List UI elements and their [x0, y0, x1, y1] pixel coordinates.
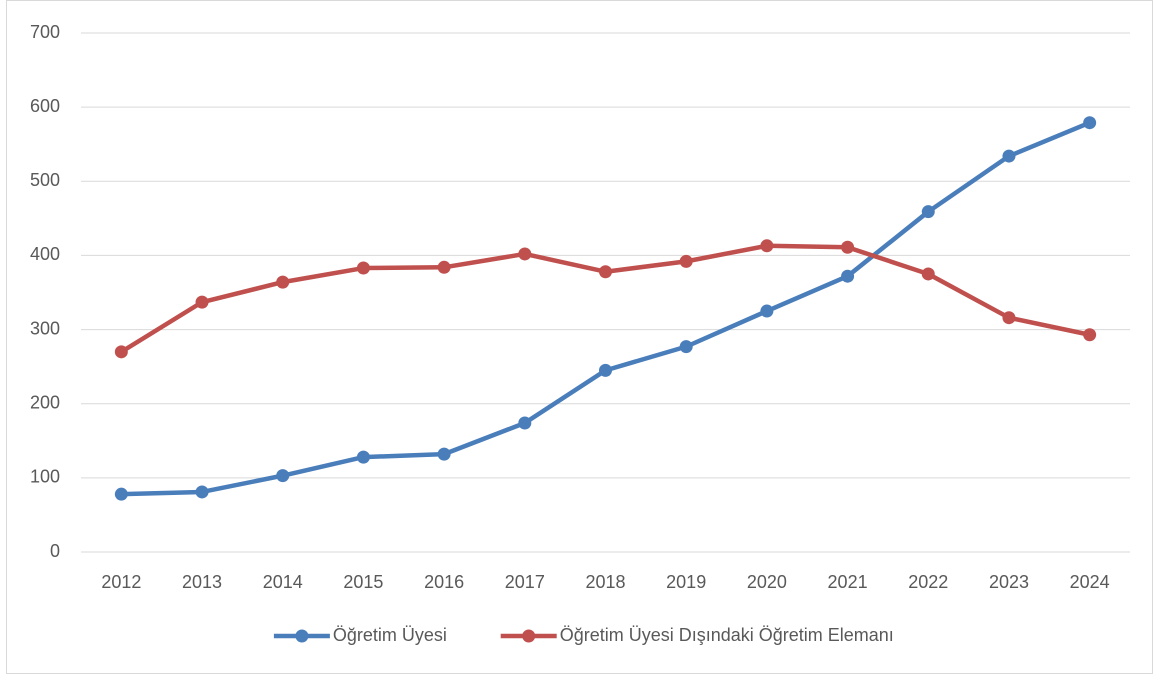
- chart-border: [6, 0, 1153, 674]
- data-point: [599, 265, 612, 279]
- legend-label: Öğretim Üyesi Dışındaki Öğretim Elemanı: [560, 625, 894, 645]
- data-point: [679, 254, 693, 268]
- data-point: [1002, 311, 1016, 325]
- data-point: [276, 275, 290, 289]
- data-point: [276, 469, 290, 483]
- data-point: [599, 363, 612, 377]
- x-tick-label: 2014: [263, 572, 303, 592]
- data-point: [114, 345, 128, 359]
- data-point: [921, 205, 935, 219]
- data-point: [195, 485, 209, 499]
- data-point: [356, 450, 370, 464]
- data-point: [356, 261, 370, 275]
- data-point: [518, 416, 532, 430]
- data-point: [841, 240, 855, 254]
- legend-marker: [522, 629, 536, 643]
- x-tick-label: 2020: [747, 572, 787, 592]
- x-tick-label: 2016: [424, 572, 464, 592]
- data-point: [760, 304, 774, 318]
- data-point: [114, 487, 128, 501]
- data-point: [1083, 328, 1097, 342]
- x-tick-label: 2021: [828, 572, 868, 592]
- data-point: [921, 267, 935, 281]
- y-tick-label: 700: [30, 22, 60, 42]
- x-tick-label: 2019: [666, 572, 706, 592]
- data-point: [195, 295, 209, 309]
- data-point: [841, 269, 855, 283]
- x-tick-label: 2018: [585, 572, 625, 592]
- y-tick-label: 100: [30, 467, 60, 487]
- x-tick-label: 2022: [908, 572, 948, 592]
- data-point: [760, 239, 774, 253]
- data-point: [437, 260, 451, 274]
- y-tick-label: 200: [30, 392, 60, 412]
- x-tick-label: 2024: [1070, 572, 1110, 592]
- legend-label: Öğretim Üyesi: [333, 625, 447, 645]
- x-tick-label: 2013: [182, 572, 222, 592]
- data-point: [679, 340, 693, 354]
- data-point: [1083, 116, 1097, 130]
- data-point: [1002, 149, 1016, 163]
- y-tick-label: 0: [50, 541, 60, 561]
- data-point: [518, 247, 532, 261]
- y-tick-label: 600: [30, 96, 60, 116]
- y-tick-label: 400: [30, 244, 60, 264]
- y-tick-label: 300: [30, 318, 60, 338]
- x-tick-label: 2023: [989, 572, 1029, 592]
- data-point: [437, 447, 451, 461]
- x-tick-label: 2017: [505, 572, 545, 592]
- legend-marker: [295, 629, 309, 643]
- x-tick-label: 2012: [101, 572, 141, 592]
- x-tick-label: 2015: [343, 572, 383, 592]
- y-tick-label: 500: [30, 170, 60, 190]
